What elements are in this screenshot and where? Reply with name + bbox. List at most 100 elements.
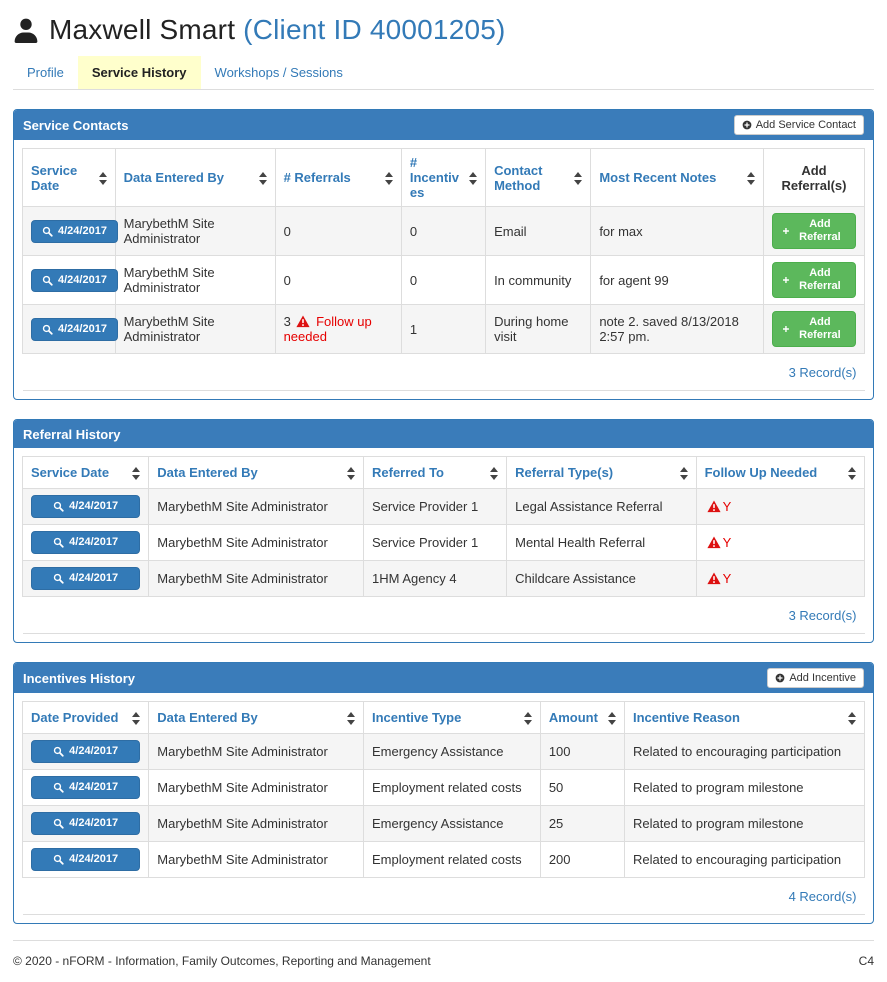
magnifier-icon	[42, 275, 53, 286]
data-entered-by-cell: MarybethM Site Administrator	[148, 805, 364, 842]
amount-cell: 25	[539, 805, 626, 842]
sort-icon	[679, 466, 689, 480]
add-referral-button[interactable]: Add Referral	[771, 311, 856, 347]
follow-up-cell: Y	[695, 488, 866, 525]
tab-service-history[interactable]: Service History	[77, 56, 201, 89]
incentive-reason-cell: Related to program milestone	[624, 769, 865, 806]
incentive-type-cell: Emergency Assistance	[363, 733, 541, 770]
magnifier-icon	[53, 501, 64, 512]
user-icon	[13, 17, 39, 43]
view-referral-button[interactable]: 4/24/2017	[31, 567, 141, 590]
col-incentive-type[interactable]: Incentive Type	[363, 701, 541, 734]
add-incentive-button[interactable]: Add Incentive	[767, 668, 864, 688]
referral-history-heading: Referral History	[14, 420, 873, 448]
magnifier-icon	[53, 854, 64, 865]
follow-up-cell: Y	[695, 560, 866, 597]
data-entered-by-cell: MarybethM Site Administrator	[148, 733, 364, 770]
col-referral-types[interactable]: Referral Type(s)	[506, 456, 697, 489]
contact-method-cell: In community	[485, 255, 592, 305]
col-data-entered-by[interactable]: Data Entered By	[148, 701, 364, 734]
col-num-incentives[interactable]: # Incentives	[400, 148, 487, 207]
data-entered-by-cell: MarybethM Site Administrator	[148, 524, 364, 561]
view-referral-button[interactable]: 4/24/2017	[31, 531, 141, 554]
col-incentive-reason[interactable]: Incentive Reason	[624, 701, 865, 734]
data-entered-by-cell: MarybethM Site Administrator	[114, 255, 276, 305]
referred-to-cell: Service Provider 1	[362, 488, 508, 525]
warning-icon	[707, 536, 721, 549]
incentive-row: 4/24/2017 MarybethM Site Administrator E…	[21, 769, 865, 806]
plus-icon	[782, 275, 790, 285]
referral-history-body: Service Date Data Entered By Referred To…	[14, 448, 873, 642]
incentive-type-cell: Employment related costs	[363, 841, 541, 878]
referral-type-cell: Mental Health Referral	[506, 524, 697, 561]
col-data-entered-by[interactable]: Data Entered By	[148, 456, 364, 489]
page-title: Maxwell Smart (Client ID 40001205)	[49, 14, 506, 46]
tab-profile[interactable]: Profile	[27, 65, 64, 80]
view-service-contact-button[interactable]: 4/24/2017	[31, 268, 118, 292]
referral-type-cell: Legal Assistance Referral	[506, 488, 697, 525]
referral-history-title: Referral History	[23, 426, 121, 442]
col-contact-method[interactable]: Contact Method	[485, 148, 592, 207]
incentives-history-heading: Incentives History Add Incentive	[14, 663, 873, 693]
view-service-contact-button[interactable]: 4/24/2017	[31, 219, 118, 243]
col-most-recent-notes[interactable]: Most Recent Notes	[590, 148, 764, 207]
record-count: 4 Record(s)	[22, 877, 865, 915]
add-service-contact-button[interactable]: Add Service Contact	[733, 115, 864, 135]
data-entered-by-cell: MarybethM Site Administrator	[148, 769, 364, 806]
incentives-history-title: Incentives History	[23, 670, 135, 686]
incentive-row: 4/24/2017 MarybethM Site Administrator E…	[21, 805, 865, 842]
incentives-history-table: Date Provided Data Entered By Incentive …	[21, 701, 865, 915]
page-code: C4	[858, 954, 874, 968]
follow-up-cell: Y	[695, 524, 866, 561]
referral-row: 4/24/2017 MarybethM Site Administrator S…	[21, 488, 866, 525]
col-data-entered-by[interactable]: Data Entered By	[114, 148, 276, 207]
referrals-cell: 0	[274, 255, 402, 305]
sort-icon	[258, 171, 268, 185]
view-referral-button[interactable]: 4/24/2017	[31, 495, 141, 518]
magnifier-icon	[42, 324, 53, 335]
service-contact-row: 4/24/2017 MarybethM Site Administrator 0…	[22, 255, 866, 305]
magnifier-icon	[42, 226, 53, 237]
referrals-cell: 0	[274, 206, 402, 256]
view-incentive-button[interactable]: 4/24/2017	[31, 740, 141, 763]
referrals-cell: 3 Follow up needed	[274, 304, 402, 354]
service-contacts-title: Service Contacts	[23, 117, 129, 133]
incentive-row: 4/24/2017 MarybethM Site Administrator E…	[21, 841, 865, 878]
plus-circle-icon	[742, 120, 752, 130]
magnifier-icon	[53, 818, 64, 829]
add-referral-button[interactable]: Add Referral	[771, 262, 856, 298]
service-contacts-heading: Service Contacts Add Service Contact	[14, 110, 873, 140]
view-incentive-button[interactable]: 4/24/2017	[31, 848, 141, 871]
incentives-history-header-row: Date Provided Data Entered By Incentive …	[21, 701, 865, 734]
sort-icon	[132, 711, 141, 725]
col-service-date[interactable]: Service Date	[22, 148, 116, 207]
col-follow-up-needed[interactable]: Follow Up Needed	[695, 456, 866, 489]
sort-icon	[384, 171, 394, 185]
col-num-referrals[interactable]: # Referrals	[274, 148, 402, 207]
sort-icon	[746, 171, 756, 185]
referred-to-cell: Service Provider 1	[362, 524, 508, 561]
amount-cell: 200	[539, 841, 626, 878]
col-add-referrals: Add Referral(s)	[762, 148, 866, 207]
col-service-date[interactable]: Service Date	[21, 456, 150, 489]
col-referred-to[interactable]: Referred To	[362, 456, 508, 489]
view-service-contact-button[interactable]: 4/24/2017	[31, 317, 118, 341]
view-incentive-button[interactable]: 4/24/2017	[31, 812, 141, 835]
referral-row: 4/24/2017 MarybethM Site Administrator S…	[21, 524, 866, 561]
view-incentive-button[interactable]: 4/24/2017	[31, 776, 141, 799]
add-referral-button[interactable]: Add Referral	[771, 213, 856, 249]
magnifier-icon	[53, 537, 64, 548]
warning-icon	[707, 572, 721, 585]
referral-history-header-row: Service Date Data Entered By Referred To…	[21, 456, 866, 489]
data-entered-by-cell: MarybethM Site Administrator	[148, 841, 364, 878]
notes-cell: note 2. saved 8/13/2018 2:57 pm.	[590, 304, 764, 354]
data-entered-by-cell: MarybethM Site Administrator	[148, 560, 364, 597]
col-amount[interactable]: Amount	[539, 701, 626, 734]
contact-method-cell: During home visit	[485, 304, 592, 354]
referral-row: 4/24/2017 MarybethM Site Administrator 1…	[21, 560, 866, 597]
amount-cell: 100	[539, 733, 626, 770]
tab-workshops-sessions[interactable]: Workshops / Sessions	[214, 65, 343, 80]
col-date-provided[interactable]: Date Provided	[21, 701, 150, 734]
warning-icon	[296, 315, 310, 328]
